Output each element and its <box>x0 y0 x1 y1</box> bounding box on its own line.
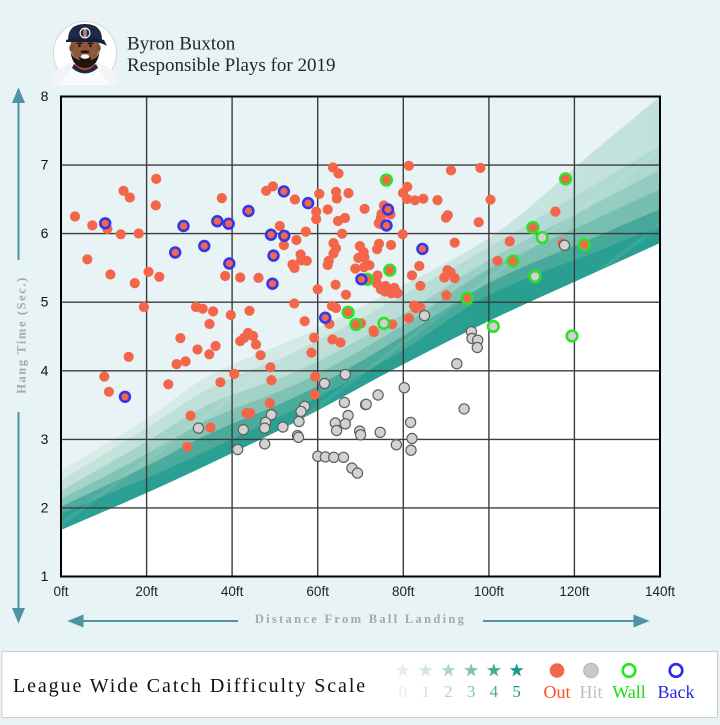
svg-text:140ft: 140ft <box>645 584 675 599</box>
svg-text:1: 1 <box>421 682 430 701</box>
svg-text:4: 4 <box>490 682 499 701</box>
svg-text:6: 6 <box>41 225 49 241</box>
svg-text:Out: Out <box>544 682 571 702</box>
svg-text:40ft: 40ft <box>221 584 244 599</box>
svg-text:3: 3 <box>41 431 49 447</box>
svg-text:Byron Buxton: Byron Buxton <box>127 34 236 55</box>
svg-text:100ft: 100ft <box>474 584 504 599</box>
svg-text:Back: Back <box>658 682 695 702</box>
svg-text:7: 7 <box>41 157 49 173</box>
svg-text:60ft: 60ft <box>306 584 329 599</box>
svg-text:Wall: Wall <box>612 682 646 702</box>
svg-text:5: 5 <box>41 294 49 310</box>
svg-text:Hit: Hit <box>579 682 602 702</box>
svg-text:Responsible Plays for 2019: Responsible Plays for 2019 <box>127 55 335 76</box>
svg-text:8: 8 <box>41 88 49 104</box>
svg-text:Hang Time (Sec.): Hang Time (Sec.) <box>15 276 29 394</box>
svg-text:2: 2 <box>41 499 49 515</box>
svg-text:League Wide Catch Difficulty S: League Wide Catch Difficulty Scale <box>13 675 367 697</box>
svg-text:0: 0 <box>399 682 408 701</box>
svg-text:2: 2 <box>444 682 453 701</box>
svg-text:120ft: 120ft <box>559 584 589 599</box>
svg-text:Distance From Ball Landing: Distance From Ball Landing <box>255 612 466 626</box>
svg-text:5: 5 <box>512 682 521 701</box>
svg-text:80ft: 80ft <box>392 584 415 599</box>
svg-text:1: 1 <box>41 568 49 584</box>
svg-text:4: 4 <box>41 362 49 378</box>
svg-text:0ft: 0ft <box>53 584 68 599</box>
svg-text:3: 3 <box>467 682 476 701</box>
svg-text:20ft: 20ft <box>135 584 158 599</box>
